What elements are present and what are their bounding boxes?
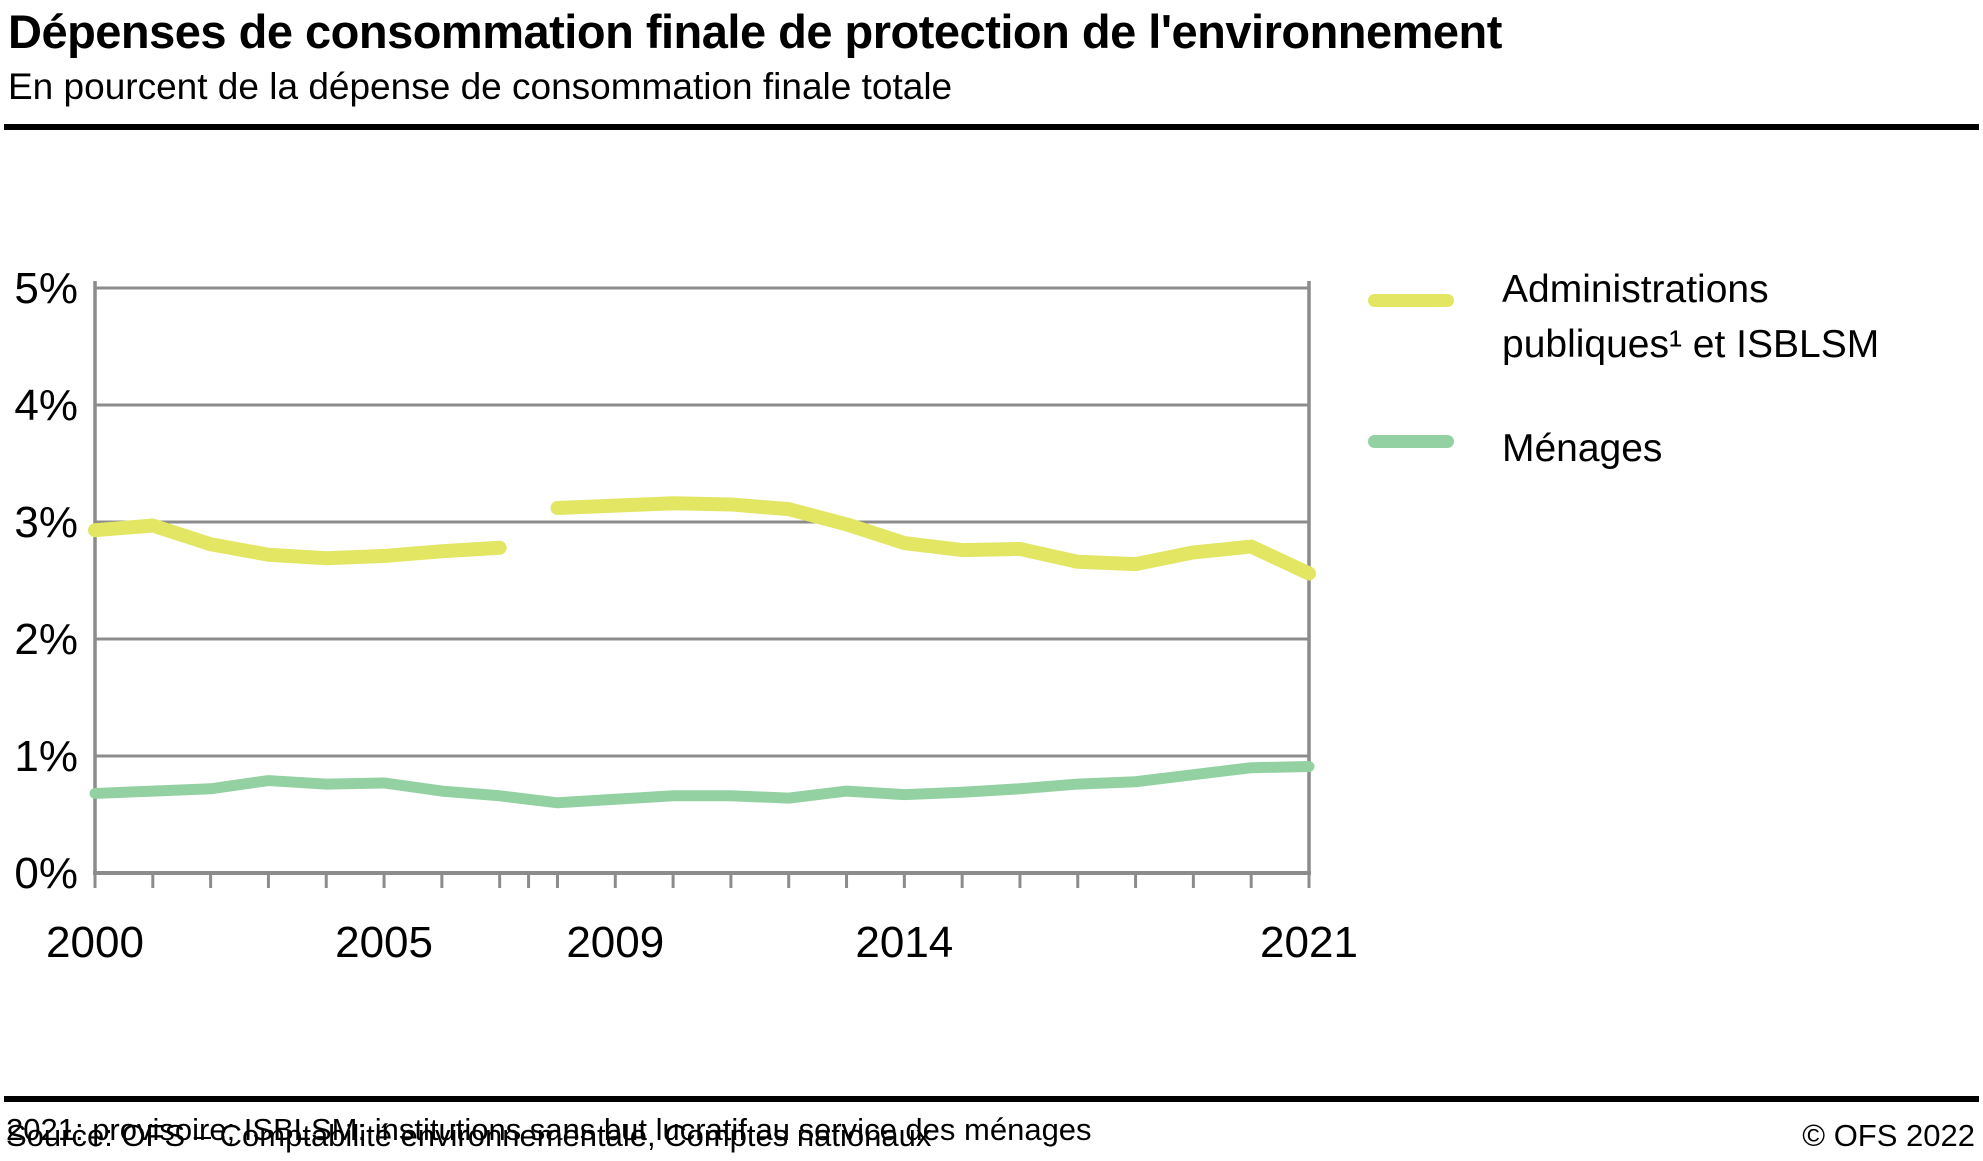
footnotes: 2021: provisoire; ISBLSM: institutions s… [6, 992, 1092, 1161]
y-axis-tick-label: 4% [14, 381, 78, 430]
legend-label-menages: Ménages [1502, 426, 1663, 470]
legend-label-administrations: Administrations publiques¹ et ISBLSM [1502, 268, 1880, 367]
x-axis-tick-label: 2000 [46, 918, 144, 967]
series-line-menages [89, 761, 1315, 809]
y-axis-tick-label: 0% [14, 849, 78, 898]
legend-item-menages: Ménages [1368, 421, 1928, 476]
footer-bar: Source: OFS – Comptabilité environnement… [6, 1118, 1975, 1154]
series-line-administrations [88, 518, 507, 566]
page-subtitle: En pourcent de la dépense de consommatio… [8, 66, 953, 107]
header-divider [4, 124, 1979, 130]
x-axis-tick-label: 2021 [1260, 918, 1358, 967]
legend-swatch-administrations-icon [1368, 294, 1454, 307]
x-axis-tick-label: 2005 [335, 918, 433, 967]
x-axis-tick-label: 2009 [566, 918, 664, 967]
copyright-text: © OFS 2022 [1802, 1118, 1975, 1153]
legend-swatch-menages-icon [1368, 434, 1454, 448]
chart-legend: Administrations publiques¹ et ISBLSM Mén… [1368, 262, 1928, 476]
y-axis-tick-label: 3% [14, 498, 78, 547]
y-axis-tick-label: 5% [14, 264, 78, 313]
footnote-provisional: 2021: provisoire; ISBLSM: institutions s… [6, 1112, 1092, 1148]
y-axis-tick-label: 1% [14, 732, 78, 781]
page-title: Dépenses de consommation finale de prote… [8, 5, 1502, 58]
legend-item-administrations: Administrations publiques¹ et ISBLSM [1368, 262, 1928, 373]
y-axis-tick-label: 2% [14, 615, 78, 664]
x-axis-tick-label: 2014 [855, 918, 953, 967]
footer-divider [4, 1096, 1979, 1102]
source-text: Source: OFS – Comptabilité environnement… [6, 1118, 932, 1153]
series-line-administrations [550, 496, 1316, 581]
